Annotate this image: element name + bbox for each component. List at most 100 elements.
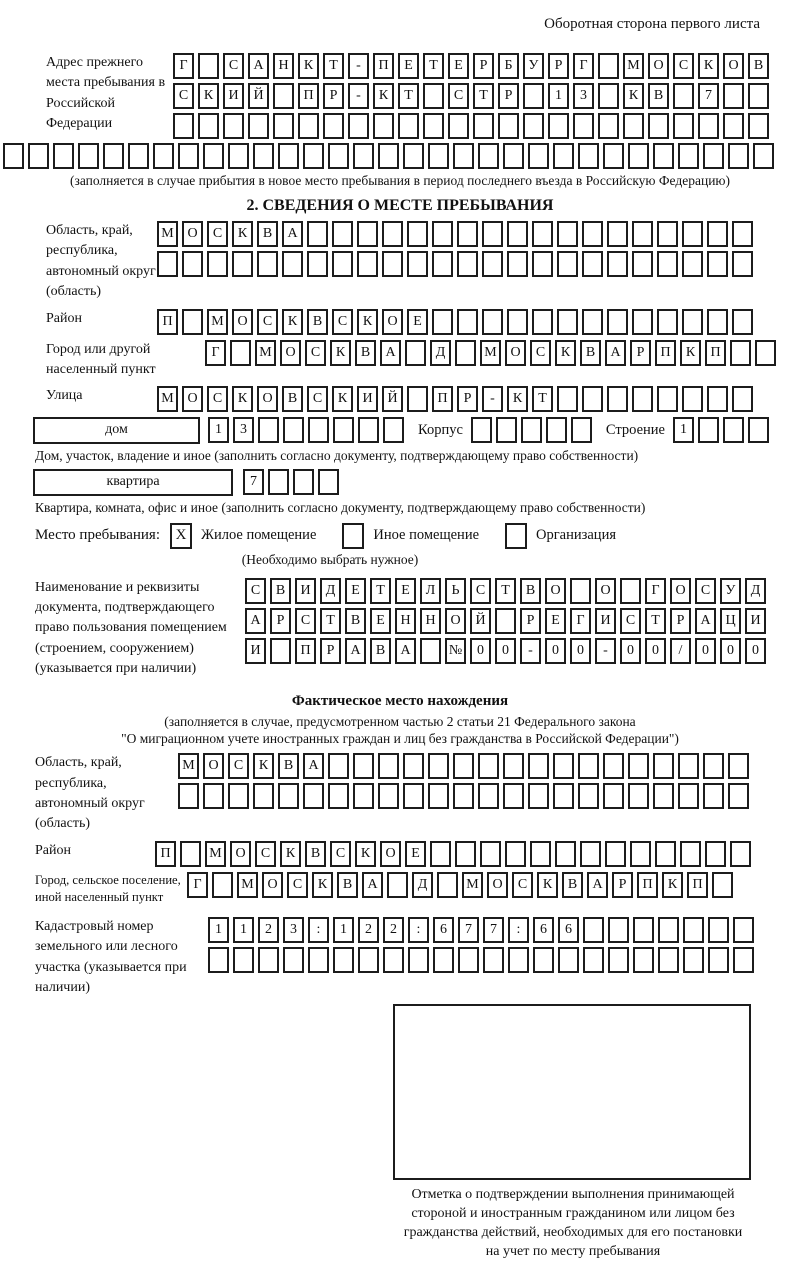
form-cell: И [245, 637, 266, 664]
form-cell: К [253, 753, 274, 780]
form-cell: С [287, 872, 308, 899]
form-cell [182, 309, 203, 336]
form-cell: П [155, 841, 176, 868]
form-cell [3, 143, 24, 169]
form-cell [707, 309, 728, 336]
form-cell: Е [395, 577, 416, 604]
form-cell: 6 [558, 917, 579, 944]
form-cell: О [445, 607, 466, 634]
form-cell [403, 783, 424, 810]
form-cell [268, 469, 289, 496]
form-cell: О [670, 577, 691, 604]
form-cell: Ц [720, 607, 741, 634]
form-cell: С [448, 83, 469, 109]
form-cell: 2 [358, 917, 379, 944]
form-cell: Т [495, 577, 516, 604]
form-cell [507, 221, 528, 247]
form-cell: Н [420, 607, 441, 634]
actual-location-title: Фактическое место нахождения [291, 693, 509, 710]
form-cell: К [555, 340, 576, 367]
form-cell [608, 947, 629, 974]
form-cell: К [373, 83, 394, 109]
form-cell [258, 947, 279, 974]
form-cell: М [237, 872, 258, 899]
form-cell [453, 783, 474, 810]
form-cell [657, 221, 678, 247]
form-cell [232, 251, 253, 277]
form-cell [697, 417, 719, 444]
form-cell [482, 221, 503, 247]
form-cell [178, 783, 199, 810]
form-cell [532, 221, 553, 247]
form-cell [553, 143, 574, 169]
form-cell [278, 783, 299, 810]
form-cell [293, 469, 314, 496]
form-cell [507, 309, 528, 336]
form-cell: 6 [433, 917, 454, 944]
form-cell [582, 309, 603, 336]
form-cell [655, 841, 676, 868]
form-cell: А [362, 872, 383, 899]
form-cell [633, 917, 654, 944]
form-cell: О [545, 577, 566, 604]
form-cell: К [330, 340, 351, 367]
form-cell [558, 947, 579, 974]
form-cell: - [595, 637, 616, 664]
form-cell: К [232, 385, 253, 412]
form-cell [428, 753, 449, 780]
form-cell [353, 783, 374, 810]
form-cell [583, 947, 604, 974]
form-cell: П [295, 637, 316, 664]
form-cell [683, 947, 704, 974]
form-cell: 1 [672, 417, 694, 444]
form-cell: К [662, 872, 683, 899]
form-cell: П [687, 872, 708, 899]
form-cell [228, 783, 249, 810]
form-cell [520, 417, 542, 444]
form-cell [733, 947, 754, 974]
form-cell: К [507, 385, 528, 412]
form-cell: О [382, 309, 403, 336]
form-cell: Г [570, 607, 591, 634]
stroenie-label: Строение [605, 421, 665, 438]
form-cell [673, 83, 694, 109]
form-cell [407, 385, 428, 412]
form-cell: К [282, 309, 303, 336]
form-cell [528, 753, 549, 780]
form-cell [318, 469, 339, 496]
form-cell: - [348, 83, 369, 109]
form-cell: С [255, 841, 276, 868]
form-cell [653, 783, 674, 810]
form-cell [682, 385, 703, 412]
form-cell [198, 53, 219, 79]
form-cell: С [257, 309, 278, 336]
form-cell [353, 143, 374, 169]
form-cell [198, 113, 219, 139]
form-cell: : [408, 917, 429, 944]
form-cell: Т [532, 385, 553, 412]
form-cell [403, 143, 424, 169]
form-cell [708, 917, 729, 944]
form-cell [648, 113, 669, 139]
form-cell [253, 783, 274, 810]
form-cell [483, 947, 504, 974]
document-block: Наименование и реквизиты документа, подт… [0, 577, 800, 679]
form-cell: М [205, 841, 226, 868]
form-cell: А [248, 53, 269, 79]
form-cell [680, 841, 701, 868]
form-cell: 0 [645, 637, 666, 664]
form-cell [482, 309, 503, 336]
form-cell [495, 417, 517, 444]
form-cell [432, 309, 453, 336]
form-cell: О [232, 309, 253, 336]
form-cell: 3 [573, 83, 594, 109]
form-cell [478, 143, 499, 169]
form-cell: К [357, 309, 378, 336]
form-cell: Р [473, 53, 494, 79]
form-cell [308, 417, 329, 444]
form-cell [332, 251, 353, 277]
form-cell [620, 577, 641, 604]
